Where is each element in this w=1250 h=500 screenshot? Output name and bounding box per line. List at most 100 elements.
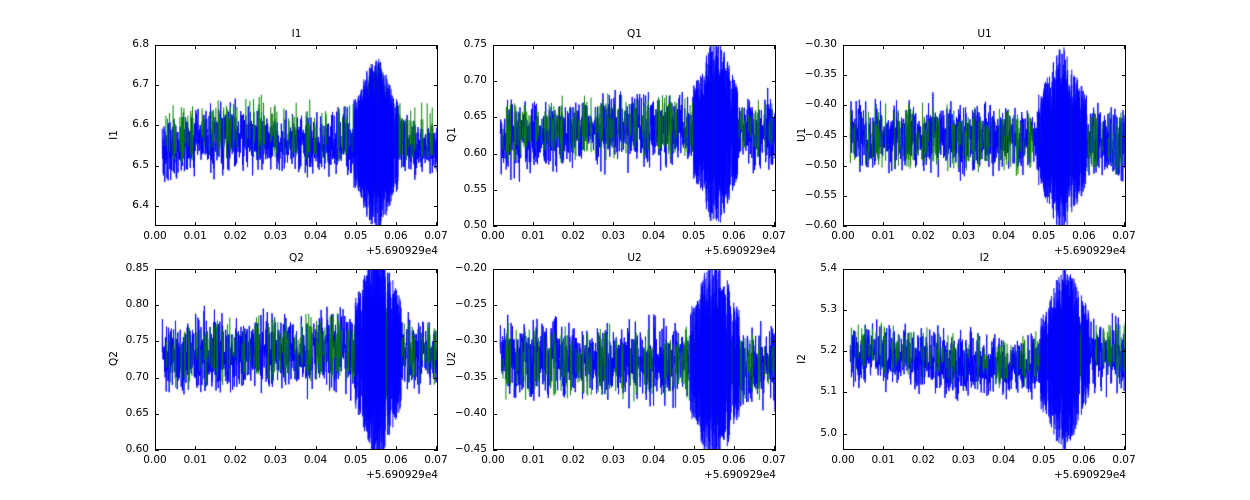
y-tick-label: 6.8 — [132, 38, 149, 50]
y-tick-label: −0.40 — [454, 406, 487, 419]
x-tick-mark — [356, 446, 357, 450]
y-axis-label: Q1 — [446, 126, 458, 142]
x-tick-mark — [356, 269, 357, 273]
x-tick-label: 0.06 — [384, 230, 408, 242]
x-tick-label: 0.03 — [263, 454, 288, 466]
y-tick-mark — [1122, 226, 1126, 227]
y-tick-mark — [1122, 75, 1126, 76]
y-tick-mark — [434, 378, 438, 379]
x-tick-mark — [493, 446, 494, 450]
y-tick-mark — [493, 81, 497, 82]
y-tick-mark — [1122, 434, 1126, 435]
y-tick-mark — [434, 450, 438, 451]
x-tick-label: 0.04 — [991, 230, 1016, 242]
x-tick-mark — [654, 446, 655, 450]
y-tick-mark — [843, 196, 847, 197]
subplot-title: U1 — [977, 28, 992, 40]
data-canvas — [156, 270, 437, 449]
y-tick-mark — [493, 341, 497, 342]
y-tick-mark — [155, 206, 159, 207]
subplot-title: I1 — [291, 28, 302, 40]
y-tick-mark — [493, 305, 497, 306]
y-tick-mark — [493, 414, 497, 415]
y-tick-label: −0.45 — [804, 128, 837, 141]
x-tick-mark — [694, 269, 695, 273]
x-tick-mark — [883, 269, 884, 273]
data-canvas — [156, 46, 437, 225]
y-tick-label: 0.75 — [463, 38, 487, 50]
x-tick-mark — [436, 45, 437, 49]
x-tick-mark — [573, 45, 574, 49]
x-tick-mark — [1084, 222, 1085, 226]
y-tick-label: −0.20 — [454, 262, 487, 274]
x-tick-label: 0.04 — [641, 230, 666, 242]
y-tick-mark — [843, 45, 847, 46]
y-tick-label: 0.70 — [125, 370, 149, 383]
x-axis-offset-label: +5.690929e4 — [703, 469, 776, 481]
y-tick-label: −0.25 — [454, 298, 487, 311]
y-tick-label: 0.80 — [125, 298, 149, 311]
x-tick-mark — [613, 269, 614, 273]
y-tick-label: 0.55 — [463, 182, 487, 195]
x-tick-label: 0.07 — [424, 454, 448, 466]
x-tick-mark — [533, 269, 534, 273]
y-tick-mark — [1122, 136, 1126, 137]
y-tick-mark — [434, 341, 438, 342]
data-canvas — [844, 270, 1125, 449]
x-tick-mark — [493, 45, 494, 49]
y-tick-mark — [155, 414, 159, 415]
subplot-i1: I1 I1 6.4 6.5 6.6 6.7 6.8 0.00 0.01 0.02 0.03 0.04 0… — [108, 28, 448, 257]
y-tick-label: 0.65 — [125, 406, 149, 419]
x-tick-mark — [963, 269, 964, 273]
y-tick-mark — [843, 136, 847, 137]
x-tick-mark — [396, 269, 397, 273]
x-tick-mark — [843, 45, 844, 49]
y-tick-label: 6.5 — [132, 158, 149, 171]
x-tick-label: 0.01 — [521, 454, 545, 466]
x-tick-label: 0.06 — [722, 454, 746, 466]
y-tick-mark — [772, 378, 776, 379]
y-tick-label: 0.50 — [463, 219, 487, 231]
data-canvas — [494, 46, 775, 225]
y-tick-mark — [843, 105, 847, 106]
x-tick-mark — [613, 45, 614, 49]
x-tick-mark — [533, 446, 534, 450]
x-tick-mark — [843, 222, 844, 226]
y-tick-mark — [1122, 392, 1126, 393]
subplot-q1: Q1 Q1 0.50 0.55 0.60 0.65 0.70 0.75 0.00 0.01 0.02… — [446, 28, 786, 257]
x-tick-mark — [235, 45, 236, 49]
x-tick-label: 0.05 — [344, 454, 368, 466]
y-tick-mark — [434, 125, 438, 126]
subplot-u2: U2 U2 −0.45 −0.40 −0.35 −0.30 −0.25 −0.20 0.00 0.… — [446, 252, 786, 481]
x-tick-mark — [493, 269, 494, 273]
x-tick-mark — [275, 222, 276, 226]
x-tick-mark — [573, 222, 574, 226]
x-tick-mark — [1084, 269, 1085, 273]
x-tick-label: 0.05 — [1032, 454, 1056, 466]
y-tick-mark — [1122, 196, 1126, 197]
x-tick-mark — [275, 45, 276, 49]
subplot-title: Q1 — [627, 28, 642, 40]
x-tick-mark — [235, 222, 236, 226]
x-tick-mark — [963, 222, 964, 226]
y-tick-label: −0.40 — [804, 98, 837, 111]
x-tick-mark — [316, 446, 317, 450]
x-tick-label: 0.07 — [1112, 230, 1136, 242]
x-tick-mark — [694, 446, 695, 450]
x-tick-label: 0.04 — [303, 230, 328, 242]
y-tick-mark — [493, 45, 497, 46]
y-tick-label: −0.35 — [454, 370, 487, 383]
x-tick-mark — [963, 446, 964, 450]
x-tick-label: 0.00 — [481, 230, 505, 242]
y-tick-mark — [772, 117, 776, 118]
y-tick-mark — [843, 166, 847, 167]
x-tick-mark — [774, 45, 775, 49]
y-tick-mark — [772, 305, 776, 306]
y-tick-mark — [155, 305, 159, 306]
x-tick-mark — [356, 45, 357, 49]
y-tick-label: −0.45 — [454, 443, 487, 455]
x-axis-offset-label: +5.690929e4 — [703, 245, 776, 257]
x-tick-mark — [195, 269, 196, 273]
x-tick-label: 0.06 — [384, 454, 408, 466]
x-tick-label: 0.03 — [601, 230, 626, 242]
